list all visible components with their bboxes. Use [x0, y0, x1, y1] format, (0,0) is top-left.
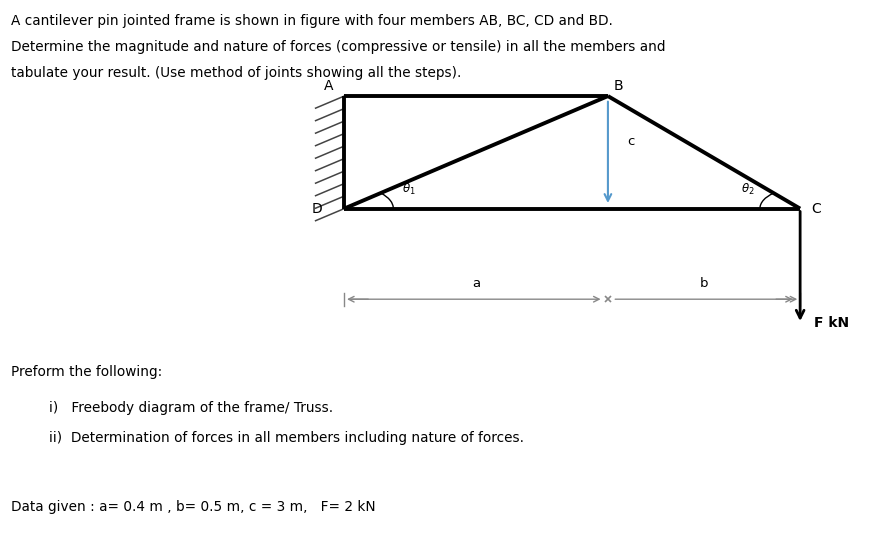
Text: $\theta_1$: $\theta_1$ — [401, 181, 416, 197]
Text: b: b — [700, 277, 708, 290]
Text: B: B — [613, 79, 623, 93]
Text: A cantilever pin jointed frame is shown in figure with four members AB, BC, CD a: A cantilever pin jointed frame is shown … — [11, 14, 612, 28]
Text: ii)  Determination of forces in all members including nature of forces.: ii) Determination of forces in all membe… — [49, 431, 524, 445]
Text: D: D — [312, 201, 323, 216]
Text: C: C — [811, 201, 821, 216]
Text: Data given : a= 0.4 m , b= 0.5 m, c = 3 m,   F= 2 kN: Data given : a= 0.4 m , b= 0.5 m, c = 3 … — [11, 500, 375, 514]
Text: Determine the magnitude and nature of forces (compressive or tensile) in all the: Determine the magnitude and nature of fo… — [11, 40, 665, 54]
Text: i)   Freebody diagram of the frame/ Truss.: i) Freebody diagram of the frame/ Truss. — [49, 401, 333, 415]
Text: $\theta_2$: $\theta_2$ — [741, 181, 755, 197]
Text: tabulate your result. (Use method of joints showing all the steps).: tabulate your result. (Use method of joi… — [11, 66, 461, 81]
Text: c: c — [628, 135, 635, 148]
Text: Preform the following:: Preform the following: — [11, 365, 162, 379]
Text: F kN: F kN — [814, 316, 848, 330]
Text: a: a — [472, 277, 480, 290]
Text: A: A — [324, 79, 333, 93]
